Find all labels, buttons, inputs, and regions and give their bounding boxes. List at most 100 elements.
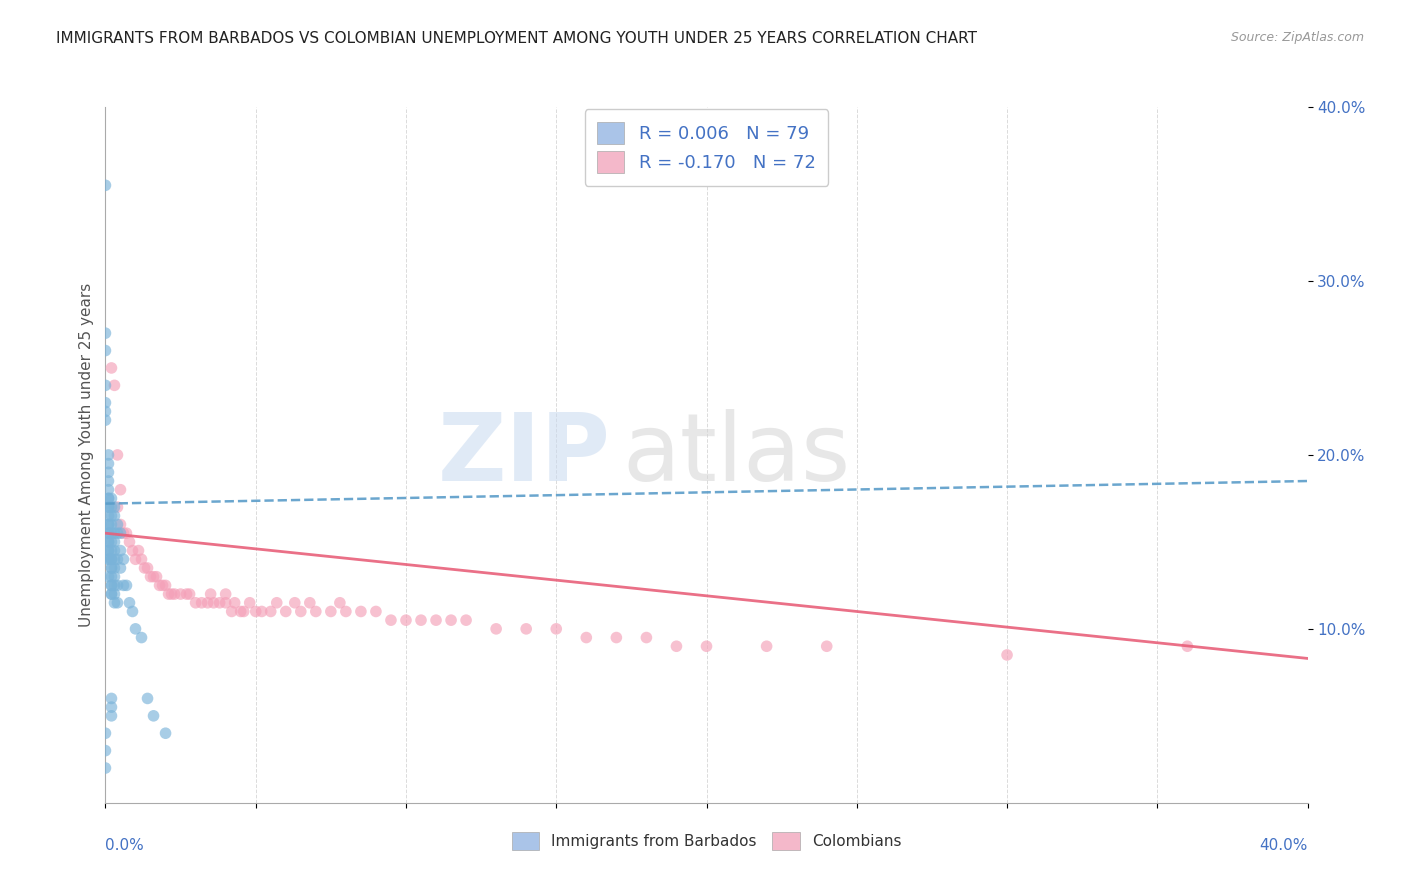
- Point: [100, 508, 122, 523]
- Point: [100, 561, 122, 575]
- Point: [100, 570, 122, 584]
- Point: [224, 596, 246, 610]
- Point: [100, 526, 122, 541]
- Point: [229, 605, 252, 619]
- Point: [103, 508, 125, 523]
- Point: [142, 570, 165, 584]
- Point: [395, 613, 418, 627]
- Point: [290, 605, 312, 619]
- Point: [380, 613, 402, 627]
- Point: [103, 596, 125, 610]
- Point: [112, 578, 135, 592]
- Point: [179, 587, 201, 601]
- Point: [250, 605, 273, 619]
- Point: [121, 543, 143, 558]
- Point: [103, 587, 125, 601]
- Text: ZIP: ZIP: [437, 409, 610, 501]
- Point: [142, 708, 165, 723]
- Point: [118, 534, 141, 549]
- Point: [97, 517, 120, 532]
- Point: [364, 605, 387, 619]
- Point: [110, 561, 132, 575]
- Point: [232, 605, 254, 619]
- Point: [97, 552, 120, 566]
- Point: [103, 500, 125, 514]
- Point: [440, 613, 463, 627]
- Point: [995, 648, 1018, 662]
- Text: 40.0%: 40.0%: [1260, 838, 1308, 853]
- Point: [97, 500, 120, 514]
- Point: [100, 587, 122, 601]
- Point: [112, 552, 135, 566]
- Point: [208, 596, 231, 610]
- Point: [100, 691, 122, 706]
- Point: [97, 491, 120, 506]
- Point: [335, 605, 357, 619]
- Point: [515, 622, 537, 636]
- Point: [103, 552, 125, 566]
- Point: [97, 474, 120, 488]
- Point: [319, 605, 342, 619]
- Point: [100, 543, 122, 558]
- Point: [100, 561, 122, 575]
- Point: [107, 526, 129, 541]
- Point: [103, 534, 125, 549]
- Point: [139, 570, 162, 584]
- Point: [152, 578, 174, 592]
- Point: [131, 631, 153, 645]
- Point: [97, 543, 120, 558]
- Point: [214, 587, 236, 601]
- Point: [103, 561, 125, 575]
- Point: [184, 596, 207, 610]
- Point: [100, 578, 122, 592]
- Text: IMMIGRANTS FROM BARBADOS VS COLOMBIAN UNEMPLOYMENT AMONG YOUTH UNDER 25 YEARS CO: IMMIGRANTS FROM BARBADOS VS COLOMBIAN UN…: [56, 31, 977, 46]
- Point: [100, 491, 122, 506]
- Point: [107, 578, 129, 592]
- Point: [94, 744, 117, 758]
- Point: [160, 587, 183, 601]
- Point: [266, 596, 288, 610]
- Point: [274, 605, 297, 619]
- Point: [107, 448, 129, 462]
- Point: [190, 596, 212, 610]
- Point: [103, 578, 125, 592]
- Point: [97, 508, 120, 523]
- Point: [305, 605, 328, 619]
- Point: [755, 639, 778, 653]
- Point: [100, 700, 122, 714]
- Text: Source: ZipAtlas.com: Source: ZipAtlas.com: [1230, 31, 1364, 45]
- Point: [97, 552, 120, 566]
- Point: [696, 639, 718, 653]
- Point: [94, 378, 117, 392]
- Point: [97, 526, 120, 541]
- Point: [97, 517, 120, 532]
- Point: [94, 178, 117, 193]
- Point: [409, 613, 432, 627]
- Point: [128, 543, 150, 558]
- Point: [97, 466, 120, 480]
- Point: [97, 534, 120, 549]
- Point: [485, 622, 508, 636]
- Point: [131, 552, 153, 566]
- Point: [124, 622, 146, 636]
- Point: [145, 570, 167, 584]
- Point: [110, 543, 132, 558]
- Legend: Immigrants from Barbados, Colombians: Immigrants from Barbados, Colombians: [503, 825, 910, 858]
- Point: [148, 578, 170, 592]
- Point: [97, 526, 120, 541]
- Point: [97, 570, 120, 584]
- Point: [350, 605, 373, 619]
- Point: [136, 561, 159, 575]
- Point: [245, 605, 267, 619]
- Point: [100, 552, 122, 566]
- Point: [97, 543, 120, 558]
- Y-axis label: Unemployment Among Youth under 25 years: Unemployment Among Youth under 25 years: [79, 283, 94, 627]
- Point: [221, 605, 243, 619]
- Point: [214, 596, 236, 610]
- Point: [97, 483, 120, 497]
- Point: [155, 578, 177, 592]
- Point: [260, 605, 283, 619]
- Point: [176, 587, 198, 601]
- Point: [107, 596, 129, 610]
- Point: [200, 587, 222, 601]
